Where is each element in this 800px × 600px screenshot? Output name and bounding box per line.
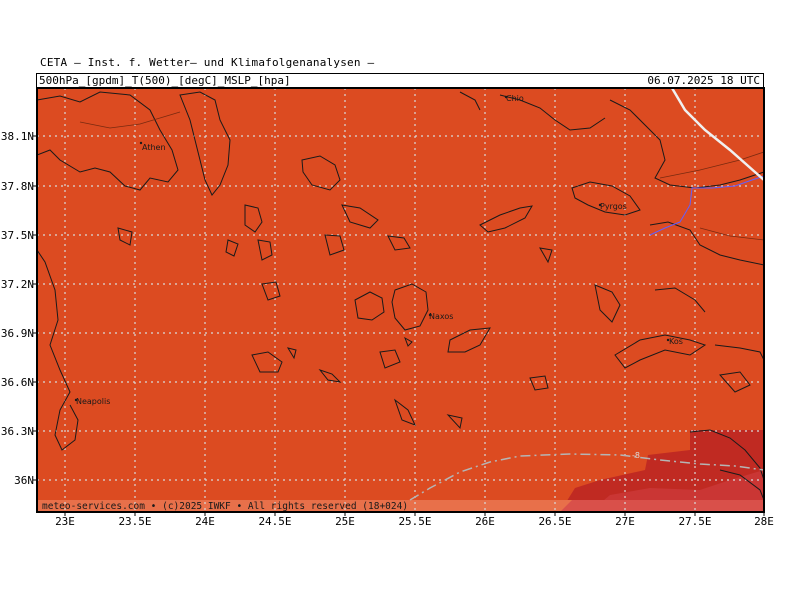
lon-label-24-5: 24.5E (258, 515, 292, 528)
place-chios: Chio (506, 94, 524, 103)
isotherm-dashed (409, 453, 764, 501)
thin-contours (79, 111, 764, 241)
contour-label: -8 (632, 451, 640, 460)
border-line (649, 175, 764, 236)
parameter-bar: 500hPa_[gpdm]_T(500)_[degC]_MSLP_[hpa] 0… (36, 73, 764, 87)
ticks (33, 135, 765, 516)
lat-label-37-8: 37.8N (0, 180, 34, 193)
lon-label-27-5: 27.5E (678, 515, 712, 528)
parameter-label: 500hPa_[gpdm]_T(500)_[degC]_MSLP_[hpa] (39, 74, 291, 87)
lon-label-25-5: 25.5E (398, 515, 432, 528)
lat-label-37-5: 37.5N (0, 229, 34, 242)
temperature-fill-main (37, 88, 764, 512)
lon-label-26: 26E (475, 515, 495, 528)
lat-label-36-9: 36.9N (0, 327, 34, 340)
place-markers (74, 95, 670, 402)
lat-label-36-3: 36.3N (0, 425, 34, 438)
lon-label-23: 23E (55, 515, 75, 528)
valid-time: 06.07.2025 18 UTC (647, 74, 760, 87)
lon-label-23-5: 23.5E (118, 515, 152, 528)
coastlines (37, 91, 764, 501)
lat-label-37-2: 37.2N (0, 278, 34, 291)
place-naxos: Naxos (429, 312, 453, 321)
place-kos: Kos (669, 337, 683, 346)
institute-title: CETA — Inst. f. Wetter— und Klimafolgena… (40, 56, 375, 69)
lat-label-36-6: 36.6N (0, 376, 34, 389)
lat-label-36: 36N (14, 474, 34, 487)
lat-label-38-1: 38.1N (0, 130, 34, 143)
lon-label-25: 25E (335, 515, 355, 528)
footer-credit: meteo-services.com • (c)2025 IWKF • All … (42, 501, 408, 512)
isobar-white (670, 88, 764, 181)
lon-label-26-5: 26.5E (538, 515, 572, 528)
place-neapolis: Neapolis (76, 397, 110, 406)
lon-label-24: 24E (195, 515, 215, 528)
lon-label-27: 27E (615, 515, 635, 528)
place-pyrgos: Pyrgos (600, 202, 627, 211)
place-athen: Athen (142, 143, 166, 152)
map-frame (36, 87, 765, 513)
lon-label-28: 28E (754, 515, 774, 528)
